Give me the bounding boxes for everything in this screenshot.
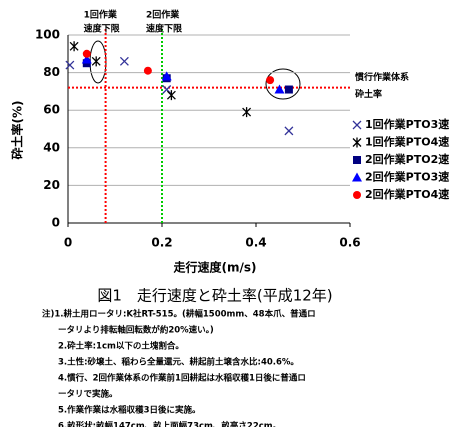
marker [242, 107, 252, 118]
marker [166, 90, 176, 101]
legend-label: 2回作業PTO4速 [365, 187, 449, 201]
note: 注)1.耕土用ロータリ:K社RT-515。(耕幅1500mm、48本爪、普通ロ [42, 309, 316, 320]
y-tick-label: 80 [43, 65, 60, 79]
marker [143, 66, 152, 75]
marker [82, 49, 91, 58]
marker [162, 85, 172, 94]
x-axis-label: 走行速度(m/s) [174, 260, 257, 275]
reference-label: 速度下限 [146, 23, 183, 35]
reference-label: 1回作業 [84, 9, 118, 21]
note: 4.慣行、2回作業体系の作業前1回耕起は水稲収穫1日後に普通ロ [58, 373, 306, 384]
marker [284, 85, 293, 94]
marker [65, 60, 75, 70]
annotation-ellipse [265, 68, 301, 100]
note: ータリで実施。 [58, 389, 118, 400]
legend-label: 2回作業PTO2速 [365, 152, 449, 166]
marker [119, 56, 129, 66]
caption: 図1 走行速度と砕土率(平成12年) [97, 287, 332, 305]
x-tick-label: 0 [64, 236, 72, 250]
y-tick-label: 40 [43, 140, 60, 154]
legend-marker [352, 120, 362, 130]
legend-marker [352, 137, 362, 148]
x-tick-label: 0.6 [339, 236, 360, 250]
note: 2.砕土率:1cm以下の土塊割合。 [58, 341, 184, 352]
y-tick-label: 0 [52, 216, 60, 230]
legend-marker [353, 156, 361, 164]
marker [161, 71, 172, 81]
legend-label: 1回作業PTO4速 [365, 135, 449, 149]
legend-label: 2回作業PTO3速 [365, 170, 449, 184]
reference-label: 砕土率 [355, 88, 382, 100]
marker [284, 126, 294, 136]
y-tick-label: 60 [43, 103, 60, 117]
marker [69, 41, 79, 52]
marker [266, 76, 275, 85]
reference-label: 2回作業 [146, 9, 180, 21]
marker [91, 56, 101, 67]
y-tick-label: 100 [35, 28, 60, 42]
annotation-ellipse [89, 40, 107, 84]
note: 3.土性:砂壌土、稲わら全量還元、耕起前土壌含水比:40.6%。 [58, 357, 299, 368]
x-tick-label: 0.2 [151, 236, 172, 250]
note: 6.畝形状:畝幅147cm、畝上面幅73cm、畝高さ22cm。 [58, 421, 281, 428]
reference-label: 慣行作業体系 [354, 71, 409, 83]
legend-label: 1回作業PTO3速 [365, 117, 449, 131]
marker [274, 84, 285, 94]
y-tick-label: 20 [43, 178, 60, 192]
legend-marker [353, 191, 361, 199]
note: 5.作業作業は水稲収穫3日後に実施。 [58, 405, 201, 416]
reference-label: 速度下限 [84, 23, 121, 35]
marker [81, 54, 92, 64]
x-tick-label: 0.4 [245, 236, 266, 250]
note: ータリより排転軸回転数が約20%速い。) [58, 325, 214, 336]
legend-marker [352, 172, 362, 182]
y-axis-label: 砕土率(%) [10, 101, 25, 161]
